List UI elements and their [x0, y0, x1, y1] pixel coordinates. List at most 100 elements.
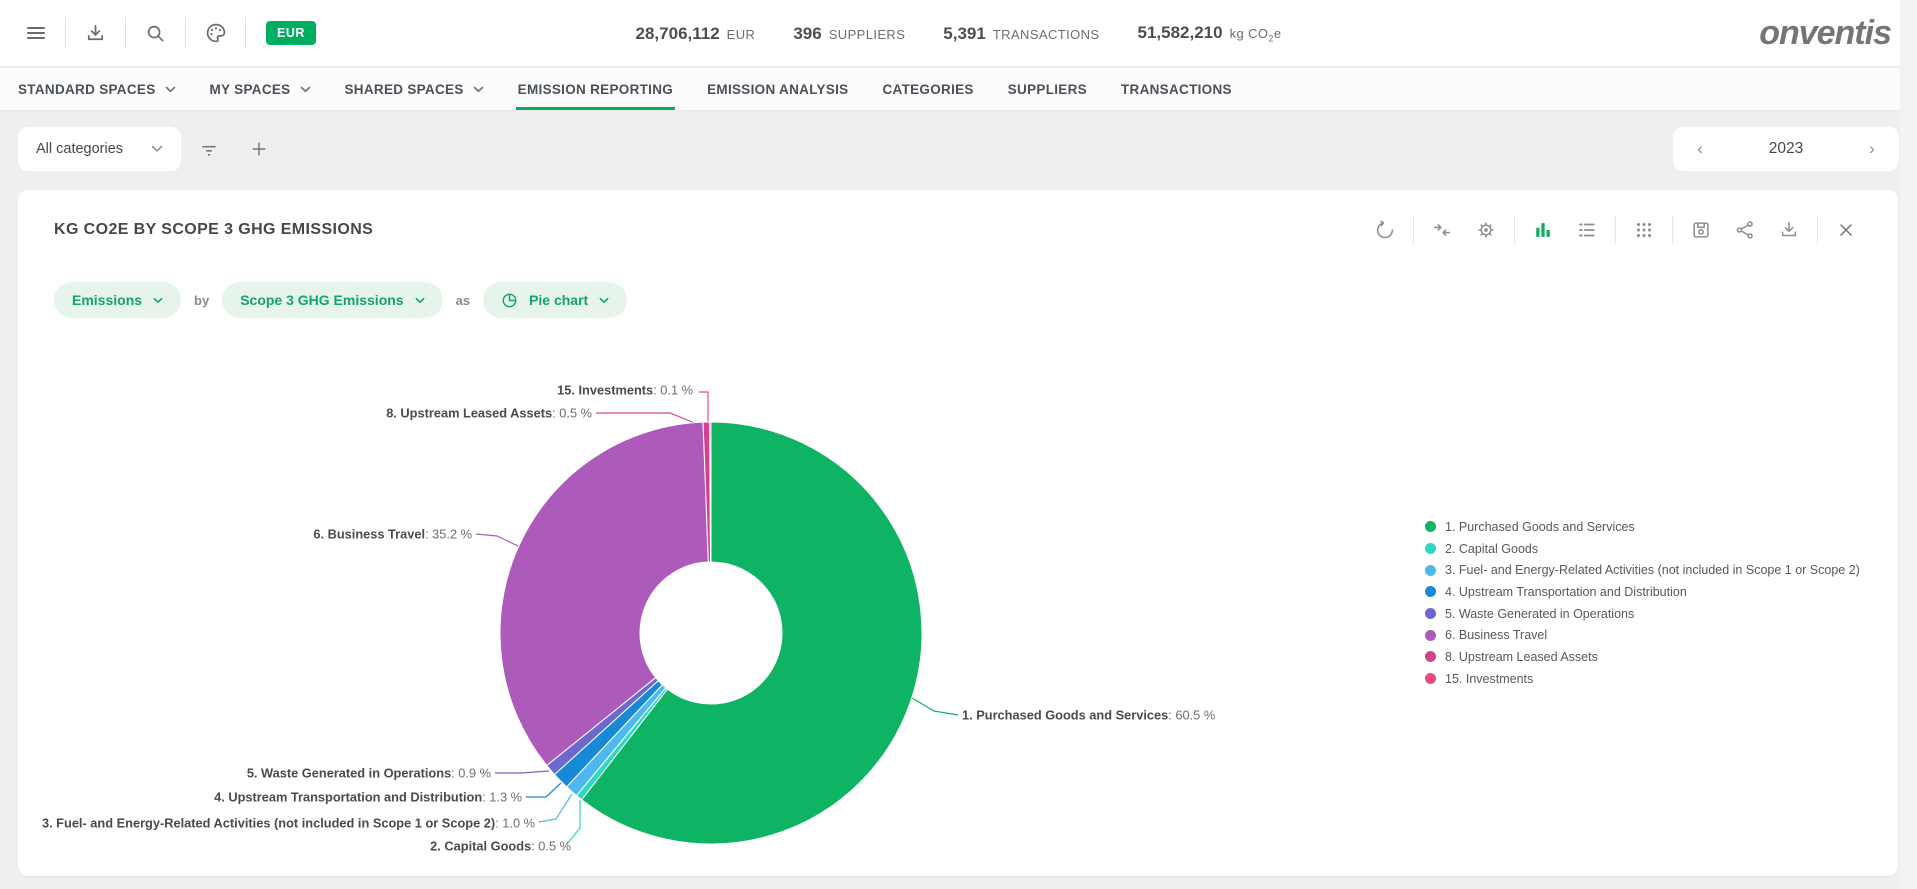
refresh-button[interactable]: [1363, 214, 1407, 246]
label-leader-line: [526, 783, 561, 797]
close-button[interactable]: [1824, 214, 1868, 246]
chevron-down-icon: [300, 86, 311, 93]
query-builder: Emissions by Scope 3 GHG Emissions as Pi…: [54, 282, 627, 318]
stat-suppliers: 396 SUPPLIERS: [793, 24, 905, 44]
chevron-down-icon: [473, 86, 484, 93]
stat-emissions: 51,582,210 kg CO2e: [1137, 23, 1281, 44]
legend-item[interactable]: 6. Business Travel: [1425, 624, 1860, 646]
legend-dot: [1425, 630, 1436, 641]
kpi-stats: 28,706,112 EUR 396 SUPPLIERS 5,391 TRANS…: [636, 0, 1282, 67]
search-button[interactable]: [126, 12, 185, 54]
report-card: KG CO2E BY SCOPE 3 GHG EMISSIONS: [18, 190, 1898, 876]
legend-item[interactable]: 2. Capital Goods: [1425, 538, 1860, 560]
chart-type-select[interactable]: Pie chart: [483, 282, 627, 318]
legend-item[interactable]: 3. Fuel- and Energy-Related Activities (…: [1425, 559, 1860, 581]
hamburger-icon: [24, 21, 48, 45]
settings-button[interactable]: [1464, 214, 1508, 246]
close-icon: [1836, 220, 1856, 240]
list-icon: [1576, 219, 1598, 241]
slice-label: 1. Purchased Goods and Services: 60.5 %: [962, 708, 1215, 723]
legend-item[interactable]: 1. Purchased Goods and Services: [1425, 516, 1860, 538]
save-button[interactable]: [1679, 214, 1723, 246]
legend-label: 1. Purchased Goods and Services: [1445, 520, 1635, 534]
tab-emission-analysis[interactable]: EMISSION ANALYSIS: [707, 68, 848, 110]
divider: [1413, 216, 1414, 244]
refresh-icon: [1374, 219, 1396, 241]
legend-dot: [1425, 673, 1436, 684]
label-leader-line: [476, 534, 520, 547]
download-icon: [1778, 219, 1800, 241]
pie-chart-icon: [501, 292, 518, 309]
search-icon: [144, 22, 167, 45]
theme-button[interactable]: [186, 12, 245, 54]
save-icon: [1690, 219, 1712, 241]
tab-my-spaces[interactable]: MY SPACES: [210, 68, 311, 110]
legend-label: 2. Capital Goods: [1445, 542, 1538, 556]
legend-item[interactable]: 5. Waste Generated in Operations: [1425, 603, 1860, 625]
tab-transactions[interactable]: TRANSACTIONS: [1121, 68, 1232, 110]
tab-emission-reporting[interactable]: EMISSION REPORTING: [518, 68, 673, 110]
dimension-select[interactable]: Scope 3 GHG Emissions: [222, 282, 442, 318]
tab-standard-spaces[interactable]: STANDARD SPACES: [18, 68, 176, 110]
stat-spend: 28,706,112 EUR: [636, 24, 756, 44]
pie-chart-area: 1. Purchased Goods and Services 2. Capita…: [18, 330, 1898, 876]
label-leader-line: [495, 771, 549, 773]
category-select[interactable]: All categories: [18, 127, 181, 171]
as-label: as: [456, 293, 470, 308]
collapse-arrows-icon: [1431, 219, 1453, 241]
divider: [1817, 216, 1818, 244]
stat-suppliers-value: 396: [793, 24, 821, 44]
export-button[interactable]: [66, 12, 125, 54]
stat-transactions: 5,391 TRANSACTIONS: [943, 24, 1099, 44]
legend-dot: [1425, 608, 1436, 619]
add-filter-button[interactable]: [237, 129, 281, 169]
download-chart-button[interactable]: [1767, 214, 1811, 246]
divider: [1672, 216, 1673, 244]
next-year-button[interactable]: ›: [1861, 139, 1883, 159]
label-leader-line: [699, 392, 708, 425]
stat-spend-value: 28,706,112: [636, 24, 720, 44]
legend-label: 6. Business Travel: [1445, 628, 1547, 642]
divider: [1615, 216, 1616, 244]
apps-grid-button[interactable]: [1622, 214, 1666, 246]
legend-label: 5. Waste Generated in Operations: [1445, 607, 1634, 621]
chevron-down-icon: [599, 297, 609, 304]
chevron-down-icon: [415, 297, 425, 304]
legend-item[interactable]: 8. Upstream Leased Assets: [1425, 646, 1860, 668]
gear-icon: [1475, 219, 1497, 241]
legend-item[interactable]: 15. Investments: [1425, 668, 1860, 690]
tab-categories[interactable]: CATEGORIES: [882, 68, 973, 110]
plus-icon: [249, 139, 269, 159]
palette-icon: [204, 21, 228, 45]
menu-button[interactable]: [6, 12, 65, 54]
card-title: KG CO2E BY SCOPE 3 GHG EMISSIONS: [54, 221, 1363, 239]
legend-label: 15. Investments: [1445, 672, 1533, 686]
top-bar: EUR 28,706,112 EUR 396 SUPPLIERS 5,391 T…: [0, 0, 1917, 67]
filter-bar: All categories ‹ 2023 ›: [0, 112, 1917, 185]
prev-year-button[interactable]: ‹: [1689, 139, 1711, 159]
legend-dot: [1425, 586, 1436, 597]
legend-item[interactable]: 4. Upstream Transportation and Distribut…: [1425, 581, 1860, 603]
filter-button[interactable]: [187, 129, 231, 169]
tab-shared-spaces[interactable]: SHARED SPACES: [345, 68, 484, 110]
chevron-down-icon: [151, 145, 163, 153]
share-button[interactable]: [1723, 214, 1767, 246]
scrollbar-track[interactable]: [1900, 0, 1917, 889]
by-label: by: [194, 293, 209, 308]
collapse-button[interactable]: [1420, 214, 1464, 246]
list-view-button[interactable]: [1565, 214, 1609, 246]
stat-emissions-unit: kg CO2e: [1230, 26, 1282, 44]
legend-dot: [1425, 521, 1436, 532]
legend-dot: [1425, 565, 1436, 576]
stat-suppliers-unit: SUPPLIERS: [829, 27, 906, 42]
currency-badge[interactable]: EUR: [266, 21, 316, 45]
label-leader-line: [539, 794, 572, 822]
legend-label: 3. Fuel- and Energy-Related Activities (…: [1445, 563, 1860, 577]
slice-label: 15. Investments: 0.1 %: [557, 383, 693, 398]
measure-select[interactable]: Emissions: [54, 282, 181, 318]
tab-suppliers[interactable]: SUPPLIERS: [1008, 68, 1087, 110]
chart-view-button[interactable]: [1521, 214, 1565, 246]
slice-label: 4. Upstream Transportation and Distribut…: [214, 790, 522, 805]
card-toolbar: [1363, 214, 1868, 246]
filter-icon: [198, 138, 220, 160]
